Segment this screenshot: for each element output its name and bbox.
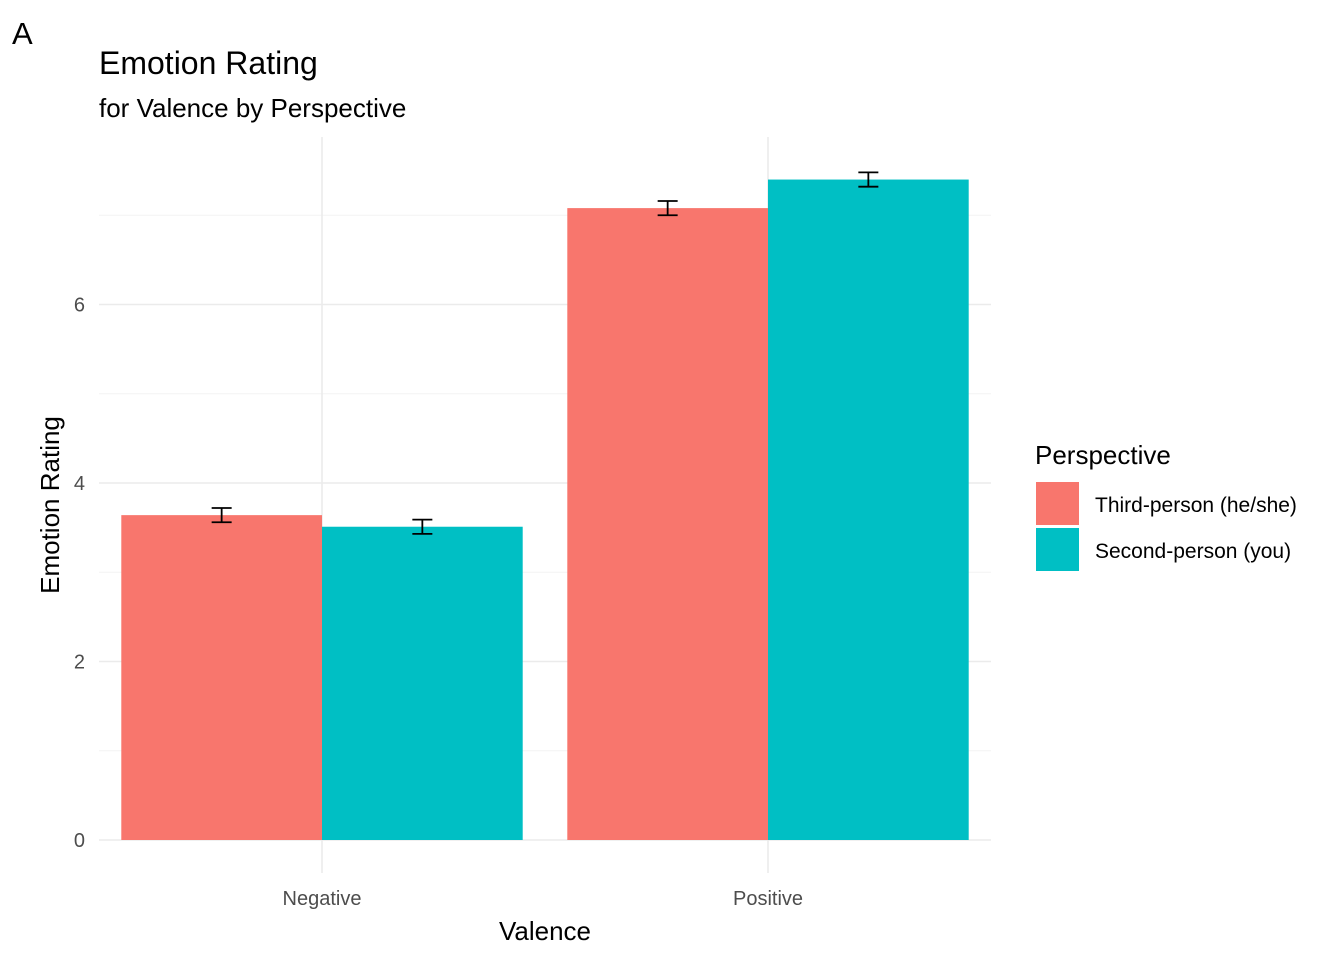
x-axis-title: Valence (499, 916, 591, 946)
y-tick-label: 0 (74, 830, 85, 852)
legend-item: Third-person (he/she) (1036, 482, 1297, 525)
y-tick-label: 2 (74, 652, 85, 674)
bar-positive-series-2 (768, 179, 969, 841)
chart-subtitle: for Valence by Perspective (99, 93, 406, 123)
bar-negative-series-1 (121, 515, 322, 840)
bars (121, 179, 969, 841)
legend: Perspective Third-person (he/she) Second-… (1035, 440, 1297, 571)
x-axis-ticks: Negative Positive (283, 888, 803, 910)
legend-label: Second-person (you) (1095, 540, 1291, 563)
y-axis-title: Emotion Rating (35, 416, 65, 594)
y-tick-label: 4 (74, 473, 85, 495)
legend-title: Perspective (1035, 440, 1171, 470)
y-axis-ticks: 0 2 4 6 (74, 295, 85, 853)
error-bar-positive-series-2 (858, 171, 879, 188)
legend-swatch (1036, 528, 1079, 571)
error-bar-negative-series-2 (412, 518, 433, 535)
error-bar-negative-series-1 (211, 507, 232, 524)
chart-title: Emotion Rating (99, 45, 318, 81)
x-tick-label: Positive (733, 888, 803, 910)
y-tick-label: 6 (74, 295, 85, 317)
legend-item: Second-person (you) (1036, 528, 1291, 571)
error-bars (211, 171, 879, 535)
error-bar-positive-series-1 (657, 200, 678, 217)
panel-tag: A (12, 16, 33, 51)
x-tick-label: Negative (283, 888, 362, 910)
legend-label: Third-person (he/she) (1095, 494, 1297, 517)
legend-swatch (1036, 482, 1079, 525)
bar-positive-series-1 (567, 208, 768, 841)
bar-negative-series-2 (322, 526, 523, 840)
